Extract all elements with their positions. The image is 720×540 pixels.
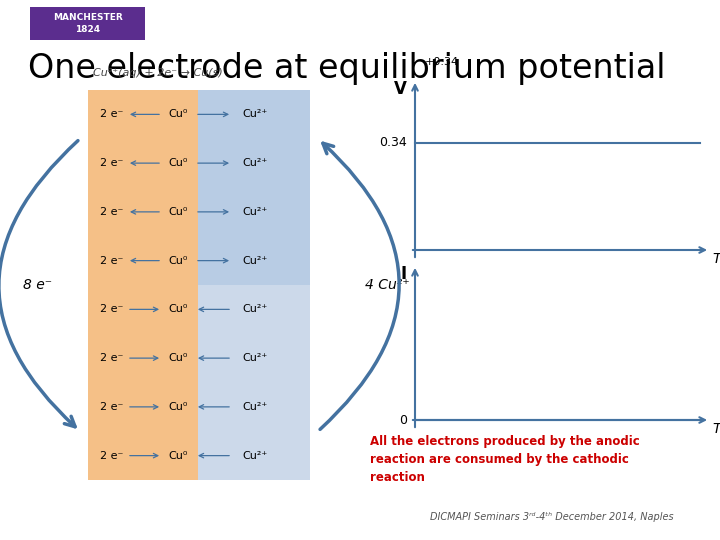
Text: Cu²⁺: Cu²⁺ [243,158,268,168]
Text: +0.34: +0.34 [425,57,459,67]
Bar [30,7,145,40]
Text: Cu²⁺: Cu²⁺ [243,305,268,314]
Text: 2 e⁻: 2 e⁻ [100,305,123,314]
Text: V: V [394,80,407,98]
Text: 0: 0 [399,414,407,427]
Text: Cu²⁺(aq) + 2e⁻ → Cu(s): Cu²⁺(aq) + 2e⁻ → Cu(s) [93,68,222,78]
Text: 8 e⁻: 8 e⁻ [24,278,53,292]
Text: Time: Time [712,422,720,436]
Text: 2 e⁻: 2 e⁻ [100,207,123,217]
Bar [198,90,310,285]
Text: 0.34: 0.34 [379,136,407,149]
Text: 2 e⁻: 2 e⁻ [100,353,123,363]
Text: Cu⁰: Cu⁰ [168,158,188,168]
FancyArrowPatch shape [320,143,399,429]
Text: Cu²⁺: Cu²⁺ [243,207,268,217]
Text: 4 Cu²⁺: 4 Cu²⁺ [365,278,410,292]
Text: Cu⁰: Cu⁰ [168,110,188,119]
Text: Time: Time [712,252,720,266]
Text: Cu²⁺: Cu²⁺ [243,255,268,266]
Text: Cu⁰: Cu⁰ [168,353,188,363]
FancyArrowPatch shape [0,140,78,427]
Bar [88,90,198,480]
Text: Cu⁰: Cu⁰ [168,255,188,266]
Text: Cu⁰: Cu⁰ [168,207,188,217]
Text: I: I [401,265,407,283]
Text: Cu²⁺: Cu²⁺ [243,402,268,412]
Text: 2 e⁻: 2 e⁻ [100,450,123,461]
Text: Cu²⁺: Cu²⁺ [243,450,268,461]
Text: MANCHESTER
1824: MANCHESTER 1824 [53,14,122,33]
Text: Cu²⁺: Cu²⁺ [243,353,268,363]
Text: 2 e⁻: 2 e⁻ [100,110,123,119]
Text: 2 e⁻: 2 e⁻ [100,158,123,168]
Text: Cu⁰: Cu⁰ [168,450,188,461]
Text: One electrode at equilibrium potential: One electrode at equilibrium potential [28,52,665,85]
Bar [198,285,310,480]
Text: Cu⁰: Cu⁰ [168,402,188,412]
Text: Cu⁰: Cu⁰ [168,305,188,314]
Text: 2 e⁻: 2 e⁻ [100,402,123,412]
Text: 2 e⁻: 2 e⁻ [100,255,123,266]
Text: Cu²⁺: Cu²⁺ [243,110,268,119]
Text: DICMAPI Seminars 3ʳᵈ-4ᵗʰ December 2014, Naples: DICMAPI Seminars 3ʳᵈ-4ᵗʰ December 2014, … [430,512,674,522]
Text: All the electrons produced by the anodic
reaction are consumed by the cathodic
r: All the electrons produced by the anodic… [370,435,640,484]
